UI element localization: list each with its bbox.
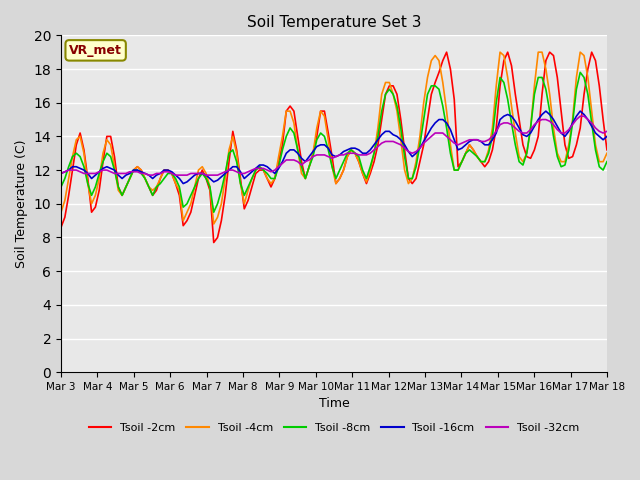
- Legend: Tsoil -2cm, Tsoil -4cm, Tsoil -8cm, Tsoil -16cm, Tsoil -32cm: Tsoil -2cm, Tsoil -4cm, Tsoil -8cm, Tsoi…: [84, 418, 584, 437]
- X-axis label: Time: Time: [319, 397, 349, 410]
- Title: Soil Temperature Set 3: Soil Temperature Set 3: [247, 15, 421, 30]
- Text: VR_met: VR_met: [69, 44, 122, 57]
- Y-axis label: Soil Temperature (C): Soil Temperature (C): [15, 140, 28, 268]
